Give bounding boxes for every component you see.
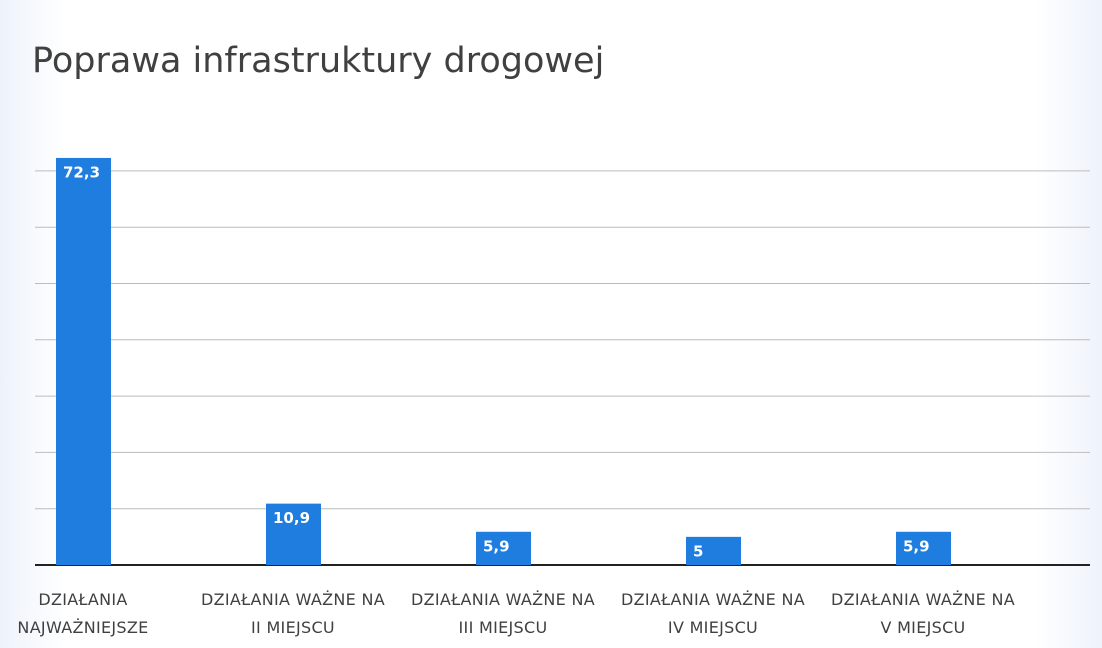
value-label: 5,9 [483,537,510,555]
value-label: 10,9 [273,509,310,527]
bar [476,531,531,565]
bar [56,157,111,566]
bar [896,531,951,565]
bar [266,503,321,565]
bar [686,536,741,565]
x-tick-label: DZIAŁANIA NAJWAŻNIEJSZE [17,590,149,637]
value-label: 5,9 [903,537,930,555]
value-label: 5 [693,542,703,560]
chart-title: Poprawa infrastruktury drogowej [32,41,604,81]
x-tick-label: DZIAŁANIA WAŻNE NA V MIEJSCU [831,590,1015,637]
value-label: 72,3 [63,163,100,181]
x-tick-label: DZIAŁANIA WAŻNE NA III MIEJSCU [411,590,595,637]
x-tick-label: DZIAŁANIA WAŻNE NA IV MIEJSCU [621,590,805,637]
x-tick-label: DZIAŁANIA WAŻNE NA II MIEJSCU [201,590,385,637]
